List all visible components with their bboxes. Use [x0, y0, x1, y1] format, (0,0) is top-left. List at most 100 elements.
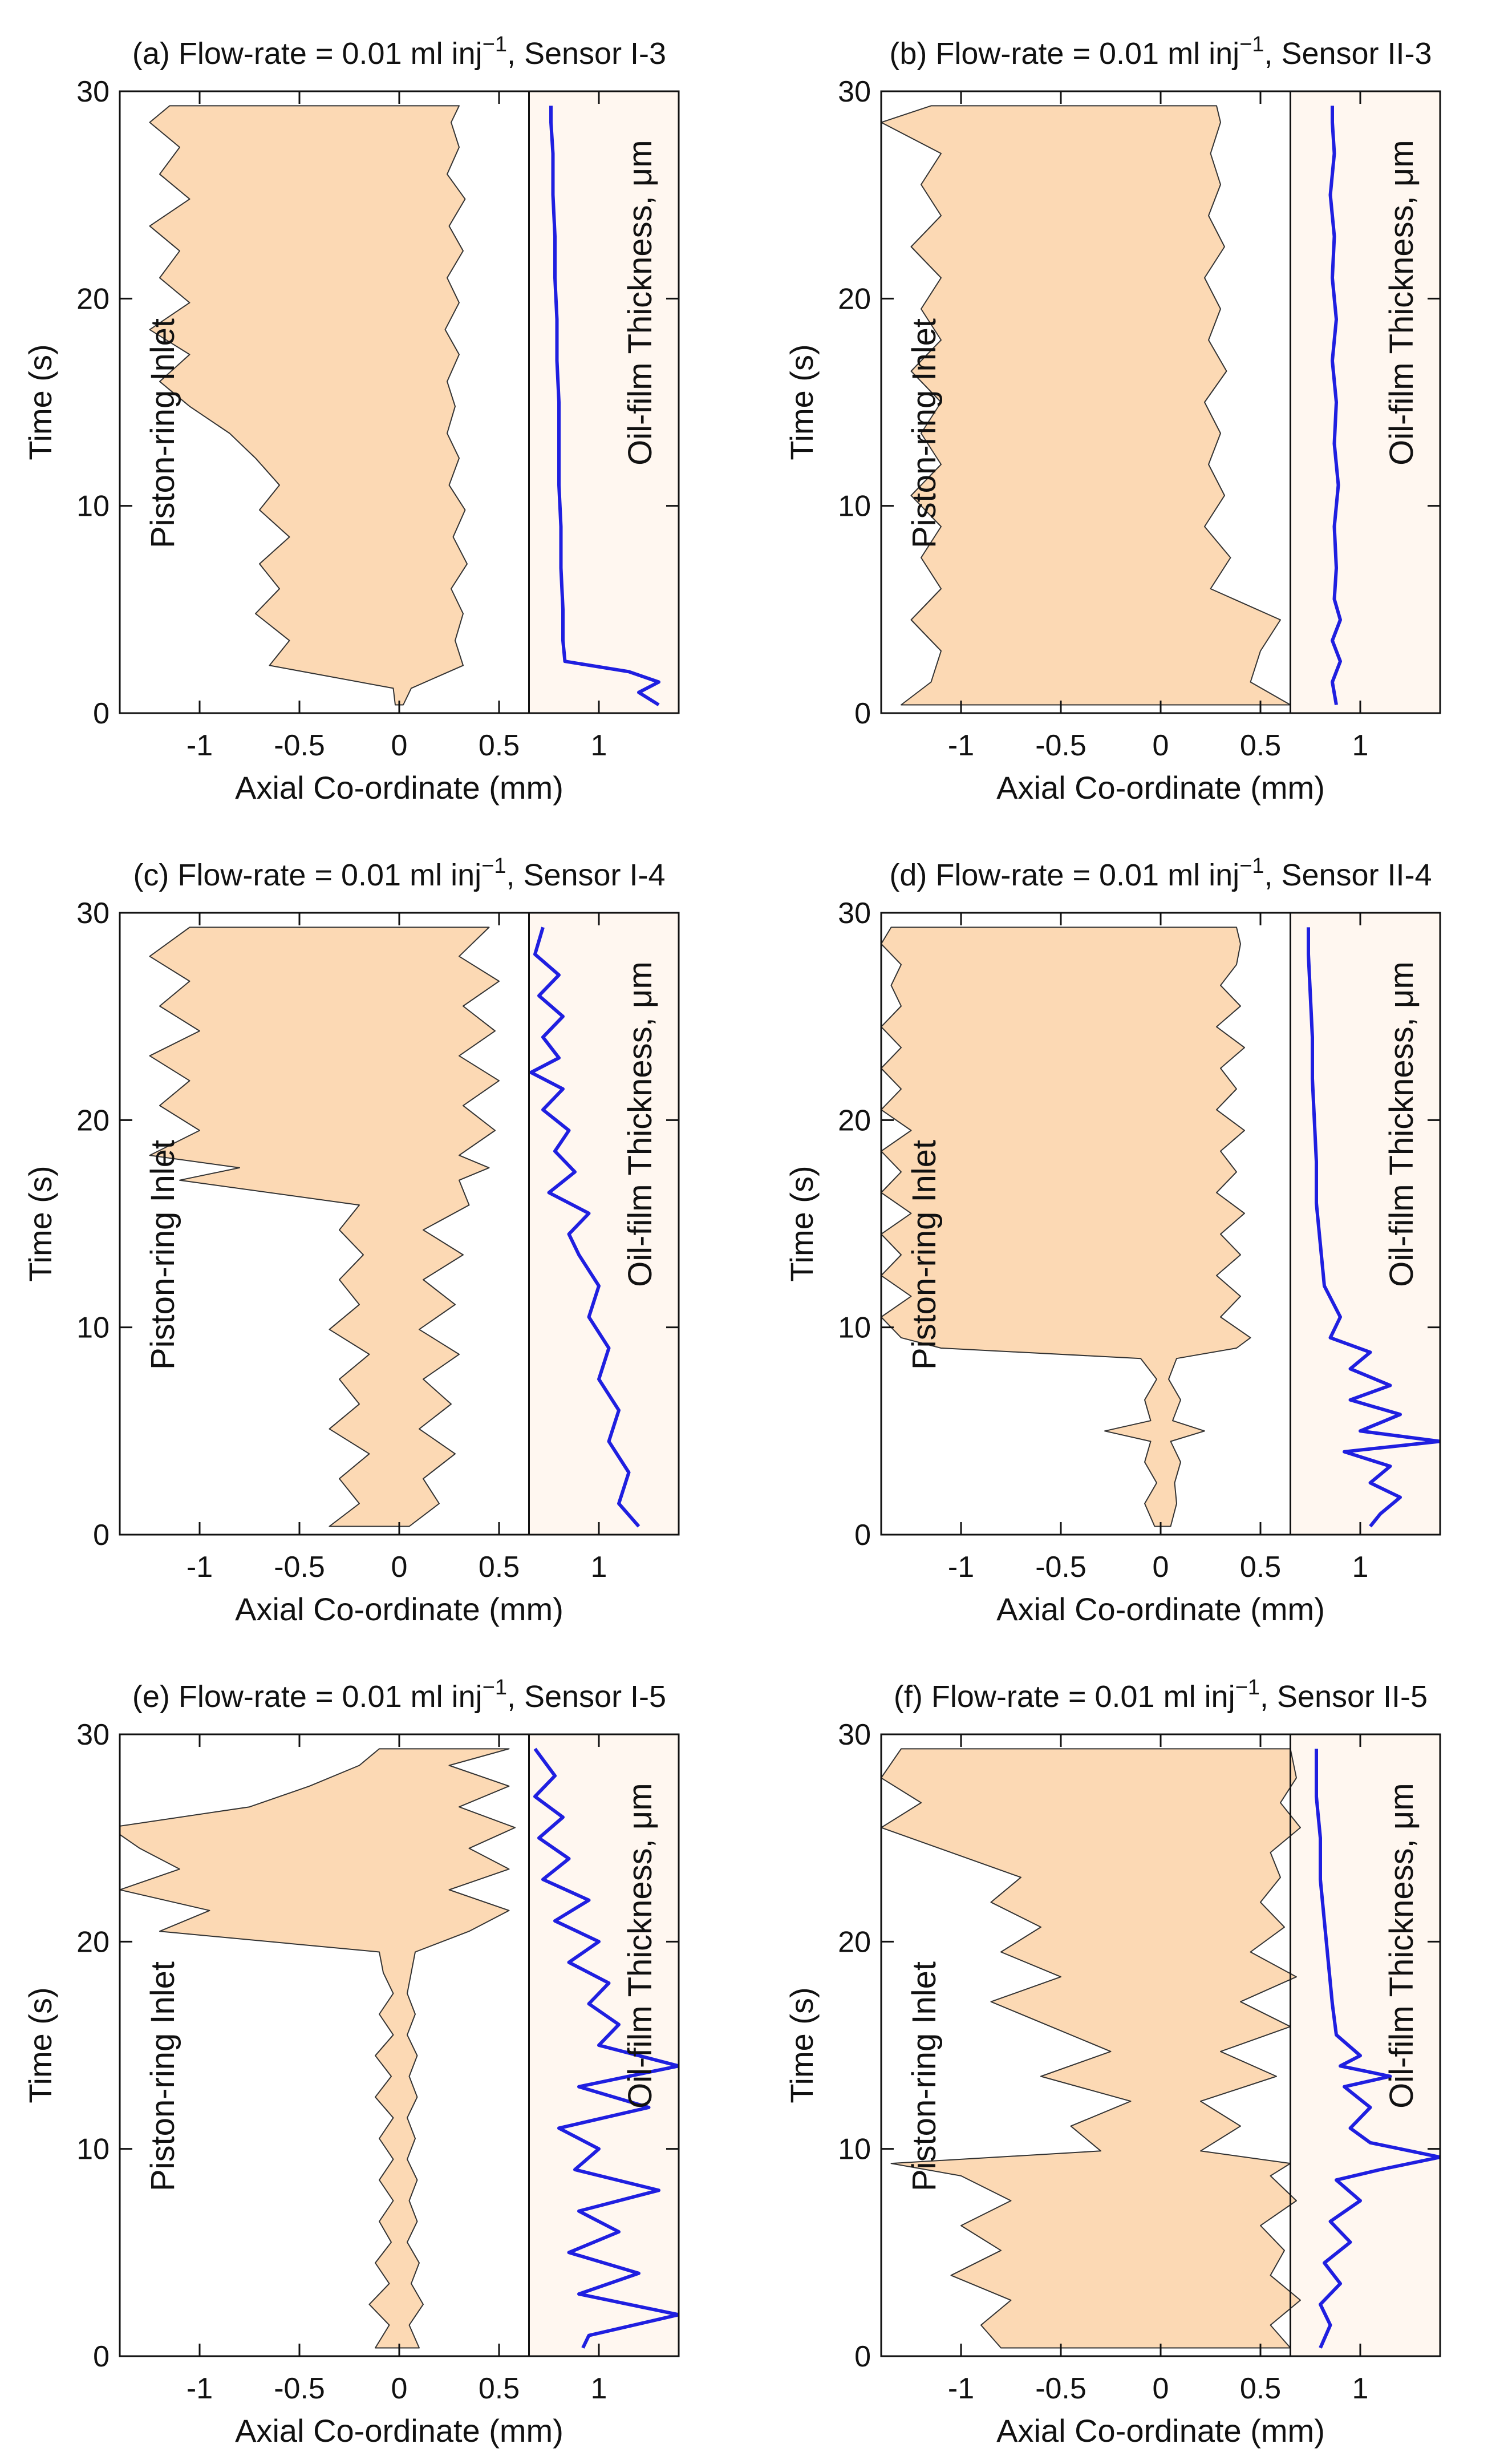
y-tick-label: 20 [76, 282, 110, 315]
panel-title: (a) Flow-rate = 0.01 ml inj−1, Sensor I-… [132, 33, 666, 71]
title-exponent: −1 [483, 1676, 507, 1700]
y-tick-label: 20 [76, 1925, 110, 1959]
panel-title: (d) Flow-rate = 0.01 ml inj−1, Sensor II… [889, 854, 1432, 892]
title-exponent: −1 [1239, 33, 1264, 56]
title-suffix: , Sensor II-3 [1264, 37, 1432, 71]
y-tick-label: 0 [854, 1519, 871, 1552]
x-tick-label: -1 [187, 729, 213, 762]
piston-ring-inlet-label: Piston-ring Inlet [144, 318, 181, 548]
y-tick-label: 20 [838, 1925, 871, 1959]
y-tick-label: 30 [838, 75, 871, 108]
panel-title: (c) Flow-rate = 0.01 ml inj−1, Sensor I-… [133, 854, 665, 892]
film-panel-background [1290, 1734, 1440, 2356]
x-tick-label: 0.5 [1240, 1551, 1281, 1584]
oil-film-thickness-line [533, 1747, 679, 2349]
y-tick-label: 10 [76, 2133, 110, 2166]
y-tick-label: 20 [838, 282, 871, 315]
y-tick-label: 30 [838, 897, 871, 930]
x-tick-label: 1 [591, 1551, 607, 1584]
title-exponent: −1 [481, 854, 506, 878]
x-axis-label: Axial Co-ordinate (mm) [996, 770, 1325, 806]
title-exponent: −1 [483, 33, 507, 56]
title-suffix: , Sensor I-4 [506, 858, 665, 892]
x-tick-label: 0 [391, 1551, 408, 1584]
piston-ring-inlet-label: Piston-ring Inlet [906, 318, 943, 548]
x-tick-label: 1 [1352, 729, 1369, 762]
x-tick-label: 0.5 [479, 2372, 520, 2405]
x-tick-label: -1 [948, 1551, 974, 1584]
y-tick-label: 10 [76, 490, 110, 523]
oil-film-thickness-line [1307, 927, 1440, 1528]
x-tick-label: 0.5 [1240, 2372, 1281, 2405]
x-tick-label: 0.5 [1240, 729, 1281, 762]
y-tick-label: 10 [838, 490, 871, 523]
x-tick-label: -0.5 [1035, 1551, 1087, 1584]
y-tick-label: 20 [838, 1104, 871, 1137]
y-tick-label: 30 [838, 1718, 871, 1751]
x-axis-label: Axial Co-ordinate (mm) [996, 2413, 1325, 2449]
y-tick-label: 20 [76, 1104, 110, 1137]
lubricated-band [149, 105, 468, 706]
y-axis-label: Time (s) [784, 1987, 820, 2103]
x-tick-label: -1 [187, 2372, 213, 2405]
title-prefix: (d) Flow-rate = 0.01 ml inj [889, 858, 1239, 892]
x-tick-label: -0.5 [274, 2372, 325, 2405]
oil-film-thickness-label: Oil-film Thickness, μm [622, 961, 659, 1287]
x-axis-label: Axial Co-ordinate (mm) [235, 2413, 564, 2449]
lubricated-band [881, 926, 1251, 1527]
oil-film-thickness-label: Oil-film Thickness, μm [1383, 140, 1420, 466]
x-tick-label: 0.5 [479, 1551, 520, 1584]
lubricated-band [120, 1748, 516, 2349]
title-suffix: , Sensor I-5 [507, 1680, 666, 1714]
y-tick-label: 0 [93, 1519, 110, 1552]
title-exponent: −1 [1239, 854, 1264, 878]
piston-ring-inlet-label: Piston-ring Inlet [906, 1961, 943, 2191]
x-tick-label: 0.5 [479, 729, 520, 762]
piston-ring-inlet-label: Piston-ring Inlet [144, 1140, 181, 1370]
y-tick-label: 30 [76, 1718, 110, 1751]
x-axis-label: Axial Co-ordinate (mm) [996, 1591, 1325, 1627]
panel-title: (b) Flow-rate = 0.01 ml inj−1, Sensor II… [889, 33, 1432, 71]
lubricated-band [881, 1748, 1301, 2349]
oil-film-thickness-line [1328, 106, 1342, 706]
y-tick-label: 0 [93, 2340, 110, 2373]
oil-film-thickness-line [549, 106, 660, 707]
x-tick-label: -0.5 [1035, 729, 1087, 762]
y-tick-label: 10 [838, 1312, 871, 1345]
film-panel-background [1290, 91, 1440, 713]
x-tick-label: 0 [391, 729, 408, 762]
lubricated-band [149, 926, 500, 1527]
x-tick-label: 0 [1153, 729, 1169, 762]
oil-film-thickness-label: Oil-film Thickness, μm [1383, 961, 1420, 1287]
oil-film-thickness-line [529, 926, 640, 1528]
piston-ring-inlet-label: Piston-ring Inlet [906, 1140, 943, 1370]
title-suffix: , Sensor II-4 [1264, 858, 1432, 892]
y-axis-label: Time (s) [784, 344, 820, 460]
x-tick-label: 1 [591, 2372, 607, 2405]
x-tick-label: -1 [948, 729, 974, 762]
x-tick-label: 1 [1352, 1551, 1369, 1584]
y-axis-label: Time (s) [22, 344, 58, 460]
x-tick-label: -1 [948, 2372, 974, 2405]
x-tick-label: 0 [1153, 2372, 1169, 2405]
x-tick-label: -0.5 [274, 729, 325, 762]
oil-film-thickness-label: Oil-film Thickness, μm [1383, 1783, 1420, 2109]
title-suffix: , Sensor II-5 [1260, 1680, 1428, 1714]
x-tick-label: -0.5 [274, 1551, 325, 1584]
oil-film-thickness-line [1315, 1749, 1440, 2349]
x-tick-label: 0 [1153, 1551, 1169, 1584]
y-tick-label: 10 [76, 1312, 110, 1345]
x-tick-label: 1 [1352, 2372, 1369, 2405]
y-axis-label: Time (s) [784, 1166, 820, 1281]
y-tick-label: 0 [854, 697, 871, 730]
y-tick-label: 30 [76, 75, 110, 108]
oil-film-thickness-label: Oil-film Thickness, μm [622, 140, 659, 466]
oil-film-thickness-label: Oil-film Thickness, μm [622, 1783, 659, 2109]
y-tick-label: 0 [854, 2340, 871, 2373]
x-tick-label: 1 [591, 729, 607, 762]
